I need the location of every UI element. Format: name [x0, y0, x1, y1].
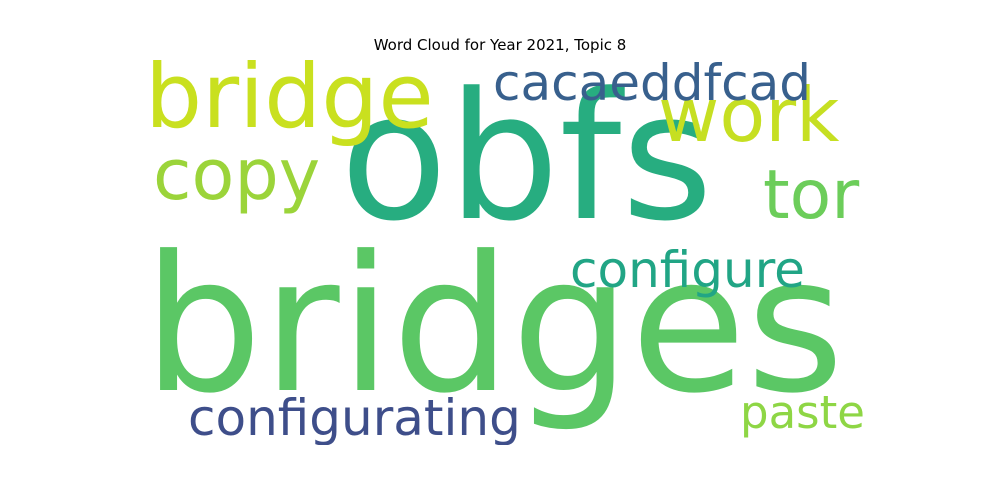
word-cloud: bridges obfs bridge work cacaeddfcad cop… — [145, 60, 875, 445]
word-work: work — [658, 71, 840, 159]
word-copy: copy — [153, 134, 321, 216]
word-tor: tor — [763, 156, 860, 235]
word-configure: configure — [570, 241, 805, 299]
word-paste: paste — [740, 386, 865, 439]
word-bridges: bridges — [145, 216, 845, 435]
word-configurating: configurating — [188, 389, 521, 445]
word-cacaeddfcad: cacaeddfcad — [493, 60, 811, 112]
word-obfs: obfs — [340, 60, 714, 260]
chart-title: Word Cloud for Year 2021, Topic 8 — [373, 36, 627, 54]
word-bridge: bridge — [145, 60, 434, 149]
